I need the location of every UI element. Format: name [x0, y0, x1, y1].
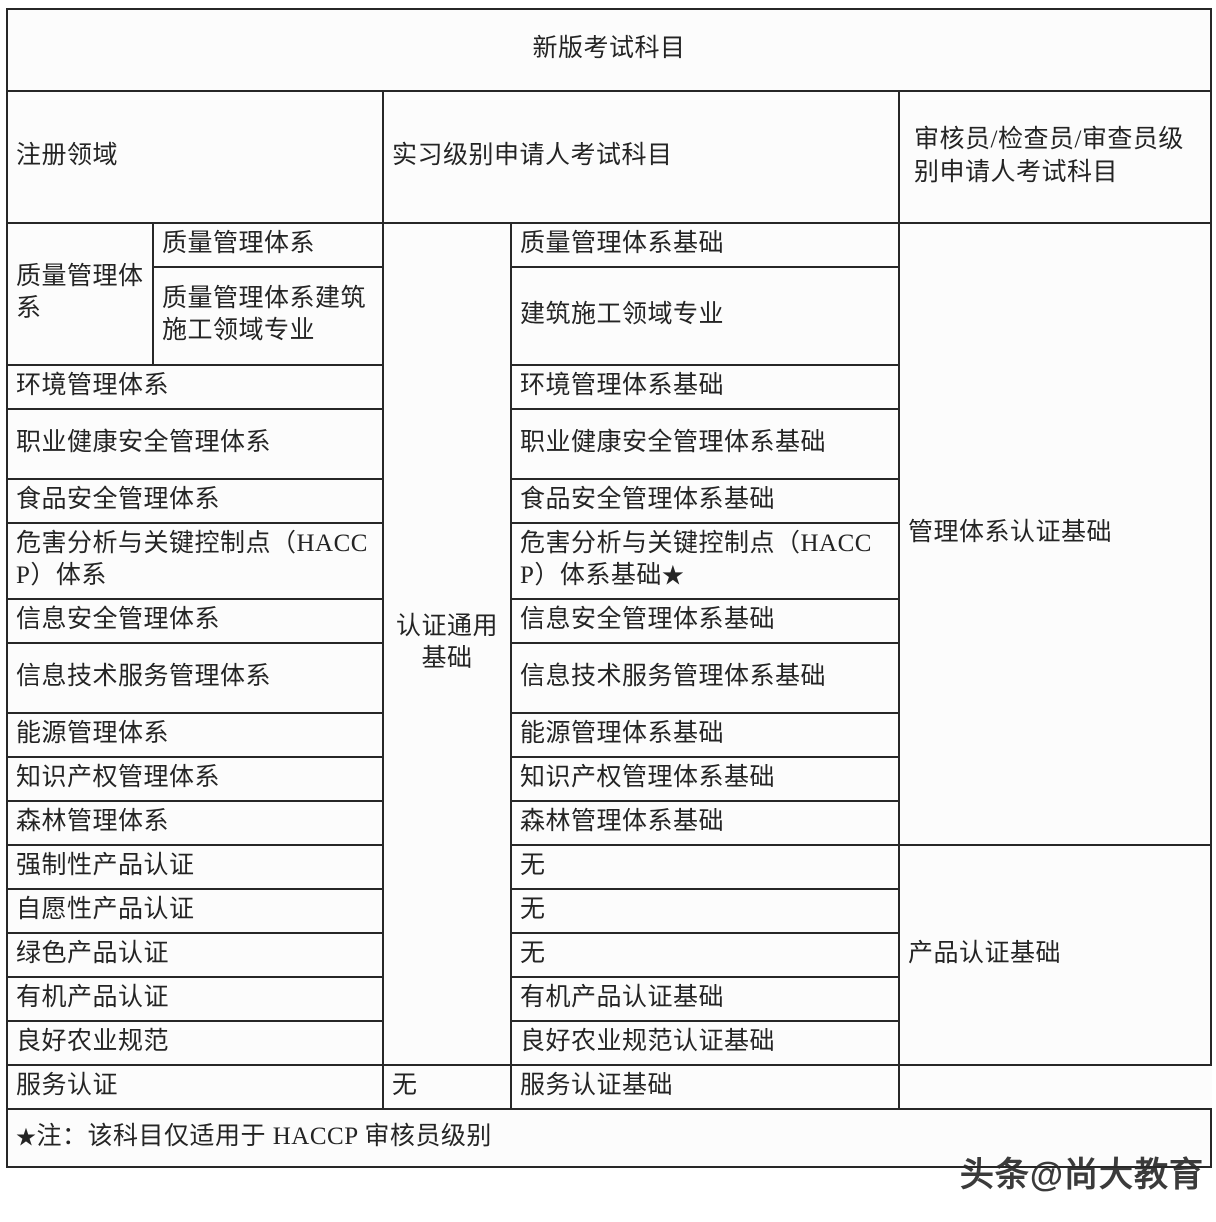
field-it-service-management: 信息技术服务管理体系	[6, 642, 384, 714]
auditor-subject-management-system-basics: 管理体系认证基础	[898, 222, 1212, 846]
intern-subject-compulsory-product-none: 无	[510, 844, 900, 890]
table-row: 良好农业规范 良好农业规范认证基础	[6, 1020, 1211, 1066]
common-foundation-cell: 认证通用基础	[382, 222, 512, 1066]
table-row: 能源管理体系 能源管理体系基础	[6, 712, 1211, 758]
column-header-registration-field: 注册领域	[6, 90, 384, 224]
table-row: 质量管理体系建筑施工领域专业 建筑施工领域专业	[7, 266, 1211, 366]
field-haccp-system: 危害分析与关键控制点（HACCP）体系	[6, 522, 384, 600]
table-row: 服务认证 无 服务认证基础	[6, 1064, 1211, 1110]
table-row: 危害分析与关键控制点（HACCP）体系 危害分析与关键控制点（HACCP）体系基…	[6, 522, 1211, 600]
intern-subject-quality-management-basics: 质量管理体系基础	[510, 222, 900, 268]
field-environmental-management: 环境管理体系	[6, 364, 384, 410]
field-green-product-certification: 绿色产品认证	[6, 932, 384, 978]
table-row: 知识产权管理体系 知识产权管理体系基础	[6, 756, 1211, 802]
page-title: 新版考试科目	[6, 8, 1212, 92]
exam-subjects-table: 新版考试科目 注册领域 实习级别申请人考试科目 审核员/检查员/审查员级别申请人…	[6, 8, 1212, 1168]
footnote: ★注：该科目仅适用于 HACCP 审核员级别	[6, 1108, 1212, 1168]
field-service-certification: 服务认证	[6, 1064, 384, 1110]
table-row: 有机产品认证 有机产品认证基础	[6, 976, 1211, 1022]
field-sub-quality-construction-specialty: 质量管理体系建筑施工领域专业	[152, 266, 384, 366]
intern-subject-environmental-management-basics: 环境管理体系基础	[510, 364, 900, 410]
star-icon: ★	[16, 1127, 37, 1149]
column-header-auditor-subjects: 审核员/检查员/审查员级别申请人考试科目	[898, 90, 1212, 224]
auditor-subject-service-certification-basics: 服务认证基础	[510, 1064, 900, 1110]
star-icon: ★	[661, 563, 684, 588]
table-header-row: 注册领域 实习级别申请人考试科目 审核员/检查员/审查员级别申请人考试科目	[6, 90, 1212, 224]
intern-subject-energy-management-basics: 能源管理体系基础	[510, 712, 900, 758]
intern-subject-it-service-management-basics: 信息技术服务管理体系基础	[510, 642, 900, 714]
intern-subject-organic-product-basics: 有机产品认证基础	[510, 976, 900, 1022]
haccp-subject-text: 危害分析与关键控制点（HACCP）体系基础	[520, 530, 872, 589]
table-row: 自愿性产品认证 无	[6, 888, 1211, 934]
intern-subject-service-certification-none: 无	[382, 1064, 512, 1110]
field-food-safety-management: 食品安全管理体系	[6, 478, 384, 524]
intern-subject-forest-management-basics: 森林管理体系基础	[510, 800, 900, 846]
field-sub-quality-management-system: 质量管理体系	[152, 222, 384, 268]
column-header-intern-subjects: 实习级别申请人考试科目	[382, 90, 900, 224]
table-row: 森林管理体系 森林管理体系基础	[6, 800, 1211, 846]
field-energy-management: 能源管理体系	[6, 712, 384, 758]
field-compulsory-product-certification: 强制性产品认证	[6, 844, 384, 890]
table-row: 信息安全管理体系 信息安全管理体系基础	[6, 598, 1211, 644]
intern-subject-construction-specialty: 建筑施工领域专业	[510, 266, 900, 366]
table-row: 信息技术服务管理体系 信息技术服务管理体系基础	[6, 642, 1211, 714]
table-row: 绿色产品认证 无	[6, 932, 1211, 978]
field-forest-management: 森林管理体系	[6, 800, 384, 846]
field-good-agricultural-practice: 良好农业规范	[6, 1020, 384, 1066]
field-occupational-health-safety: 职业健康安全管理体系	[6, 408, 384, 480]
table-row: 环境管理体系 环境管理体系基础	[6, 364, 1211, 410]
table-row: 质量管理体系 质量管理体系 认证通用基础 质量管理体系基础 管理体系认证基础	[6, 222, 1212, 1066]
intern-subject-good-agricultural-practice-basics: 良好农业规范认证基础	[510, 1020, 900, 1066]
field-information-security-management: 信息安全管理体系	[6, 598, 384, 644]
field-voluntary-product-certification: 自愿性产品认证	[6, 888, 384, 934]
intern-subject-haccp-system-basics: 危害分析与关键控制点（HACCP）体系基础★	[510, 522, 900, 600]
auditor-subject-product-certification-basics: 产品认证基础	[898, 844, 1212, 1066]
intern-subject-intellectual-property-basics: 知识产权管理体系基础	[510, 756, 900, 802]
intern-subject-green-product-none: 无	[510, 932, 900, 978]
table-row: 职业健康安全管理体系 职业健康安全管理体系基础	[6, 408, 1211, 480]
field-intellectual-property-management: 知识产权管理体系	[6, 756, 384, 802]
table-footnote-row: ★注：该科目仅适用于 HACCP 审核员级别	[6, 1108, 1212, 1168]
intern-subject-occupational-health-safety-basics: 职业健康安全管理体系基础	[510, 408, 900, 480]
table-row: 食品安全管理体系 食品安全管理体系基础	[6, 478, 1211, 524]
table-row: 强制性产品认证 无 产品认证基础	[6, 844, 1212, 1066]
intern-subject-food-safety-management-basics: 食品安全管理体系基础	[510, 478, 900, 524]
footnote-text: 注：该科目仅适用于 HACCP 审核员级别	[36, 1123, 492, 1150]
field-organic-product-certification: 有机产品认证	[6, 976, 384, 1022]
intern-subject-information-security-basics: 信息安全管理体系基础	[510, 598, 900, 644]
intern-subject-voluntary-product-none: 无	[510, 888, 900, 934]
field-group-quality-management: 质量管理体系	[6, 222, 154, 366]
table-title-row: 新版考试科目	[6, 8, 1212, 92]
